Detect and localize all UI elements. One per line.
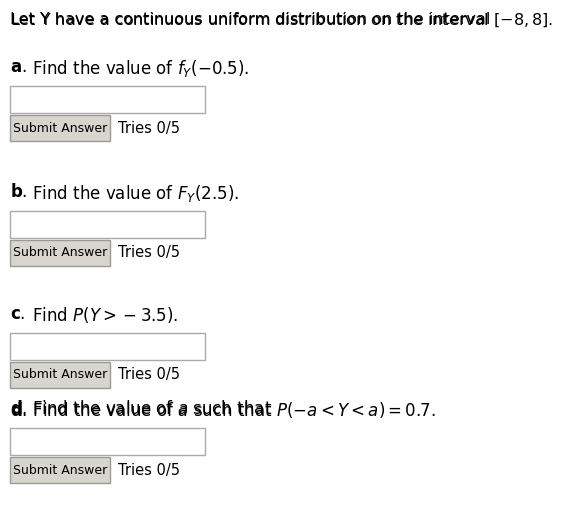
Bar	[10, 211, 205, 238]
Bar	[10, 362, 110, 388]
Bar	[10, 333, 205, 360]
Text: Find $P(Y > -3.5)$.: Find $P(Y > -3.5)$.	[32, 305, 179, 325]
Text: Tries 0/5: Tries 0/5	[118, 463, 180, 477]
Bar	[10, 457, 110, 483]
Text: Let Y have a continuous uniform distribution on the interval $[-8, 8]$.: Let Y have a continuous uniform distribu…	[10, 12, 553, 30]
Bar	[10, 428, 205, 455]
Text: Tries 0/5: Tries 0/5	[118, 367, 180, 382]
Text: Find the value of $F_Y(2.5)$.: Find the value of $F_Y(2.5)$.	[32, 183, 239, 204]
Text: $\bf{c}$.: $\bf{c}$.	[10, 305, 25, 323]
Text: $\bf{b}$.: $\bf{b}$.	[10, 183, 27, 201]
Text: Tries 0/5: Tries 0/5	[118, 245, 180, 261]
Text: Submit Answer: Submit Answer	[13, 464, 107, 476]
Text: Submit Answer: Submit Answer	[13, 369, 107, 382]
Text: $\bf{d}$. Find the value of $a$ such that $P(-a < Y < a) = 0.7$.: $\bf{d}$. Find the value of $a$ such tha…	[10, 400, 436, 420]
Text: Find the value of $a$ such that: Find the value of $a$ such that	[32, 400, 272, 418]
Text: $\bf{d}$.: $\bf{d}$.	[10, 400, 27, 418]
Text: Submit Answer: Submit Answer	[13, 246, 107, 260]
Text: Submit Answer: Submit Answer	[13, 122, 107, 134]
Bar	[10, 115, 110, 141]
Bar	[10, 240, 110, 266]
Text: $\bf{a}$.: $\bf{a}$.	[10, 58, 27, 76]
Bar	[10, 86, 205, 113]
Text: Find the value of $f_Y(-0.5)$.: Find the value of $f_Y(-0.5)$.	[32, 58, 250, 79]
Text: Tries 0/5: Tries 0/5	[118, 121, 180, 135]
Text: Let Y have a continuous uniform distribution on the interval: Let Y have a continuous uniform distribu…	[10, 12, 495, 27]
